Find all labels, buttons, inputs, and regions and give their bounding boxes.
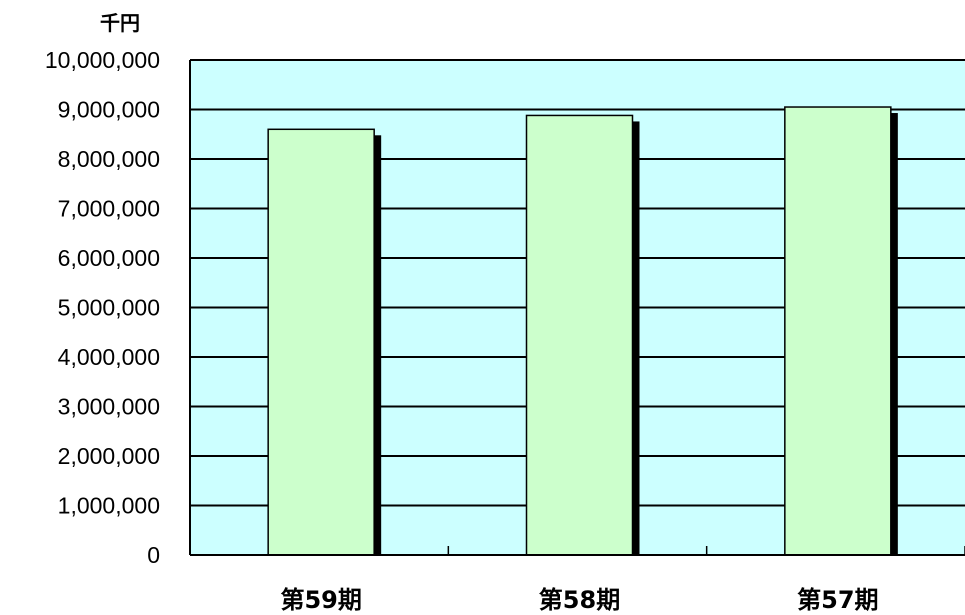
y-axis-tick-labels: 0 1,000,000 2,000,000 3,000,000 4,000,000 5,0…	[45, 47, 160, 568]
y-tick-label: 1,000,000	[58, 493, 160, 519]
y-axis-unit-label: 千円	[100, 11, 140, 35]
x-axis	[189, 546, 965, 556]
y-tick-label: 5,000,000	[58, 295, 160, 321]
y-tick-label: 10,000,000	[45, 47, 160, 73]
x-axis-category-labels: 第59期 第58期 第57期	[280, 586, 878, 614]
x-category-label: 第57期	[797, 586, 878, 614]
x-category-label: 第58期	[539, 586, 620, 614]
bar	[267, 128, 375, 556]
y-tick-label: 4,000,000	[58, 344, 160, 370]
bar	[525, 114, 634, 556]
bar-series	[267, 106, 898, 556]
y-tick-label: 3,000,000	[58, 394, 160, 420]
y-tick-label: 0	[147, 542, 160, 568]
y-tick-label: 2,000,000	[58, 443, 160, 469]
y-tick-label: 9,000,000	[58, 97, 160, 123]
y-tick-label: 8,000,000	[58, 146, 160, 172]
y-tick-label: 6,000,000	[58, 245, 160, 271]
y-tick-label: 7,000,000	[58, 196, 160, 222]
x-category-label: 第59期	[280, 586, 361, 614]
bar	[784, 106, 892, 556]
